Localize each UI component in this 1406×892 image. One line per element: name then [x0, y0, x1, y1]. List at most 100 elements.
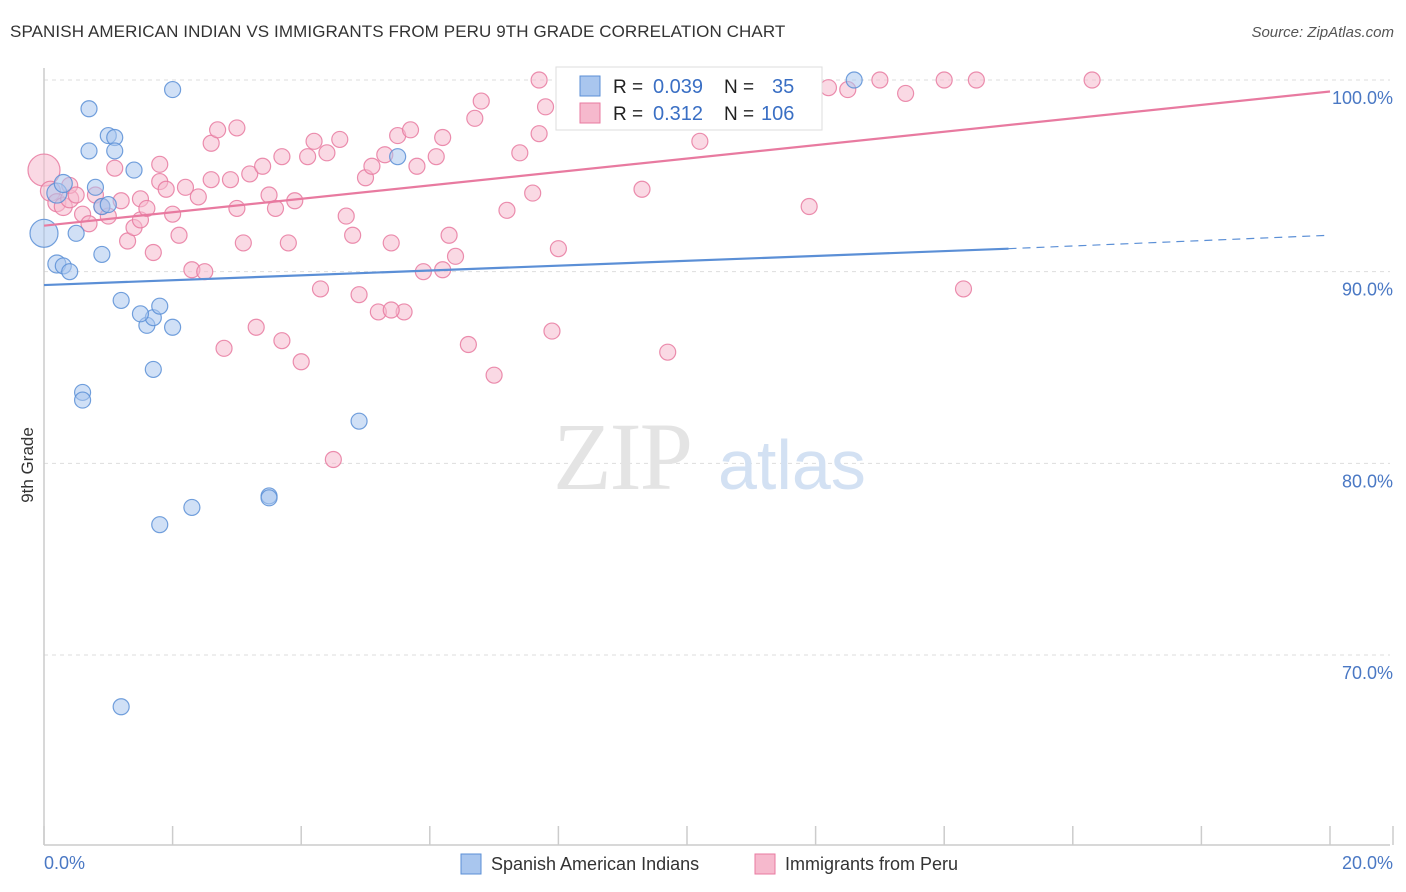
data-point — [86, 178, 105, 196]
data-point — [112, 291, 130, 310]
stats-legend: R = 0.039 N = 35 R = 0.312 N = 106 — [555, 66, 823, 131]
legend-label-blue: Spanish American Indians — [491, 854, 699, 874]
data-point — [1083, 71, 1101, 89]
grid-lines — [44, 79, 1390, 656]
data-point — [800, 197, 818, 216]
data-point — [241, 165, 259, 183]
data-point — [80, 142, 98, 160]
y-tick-label: 80.0% — [1342, 471, 1393, 491]
data-point — [247, 318, 265, 336]
data-point — [954, 280, 973, 298]
stats-r-label-0: R = — [613, 77, 643, 98]
data-point — [202, 171, 220, 189]
series-immigrants-from-peru — [27, 71, 1101, 469]
data-point — [382, 301, 400, 319]
watermark: ZIP — [553, 403, 691, 510]
legend-swatch-pink — [754, 853, 776, 875]
data-point — [164, 80, 182, 99]
data-point — [472, 92, 490, 110]
trend-line-blue-extension — [1008, 234, 1331, 250]
data-point — [215, 339, 233, 357]
data-point — [189, 188, 207, 206]
data-point — [350, 412, 368, 430]
axes — [43, 68, 1394, 846]
data-point — [935, 71, 953, 89]
data-point — [176, 178, 195, 196]
trend-lines — [43, 90, 1331, 287]
data-point — [144, 243, 162, 262]
data-point — [157, 180, 175, 198]
data-point — [382, 234, 400, 252]
x-tick-label: 0.0% — [44, 853, 85, 873]
data-point — [67, 186, 85, 204]
data-point — [524, 184, 542, 202]
data-point — [80, 100, 98, 118]
data-point — [691, 132, 709, 150]
data-point — [318, 144, 336, 162]
data-point — [292, 353, 310, 371]
data-point — [273, 332, 291, 350]
data-point — [344, 226, 362, 244]
data-point — [234, 234, 252, 252]
data-point — [511, 144, 529, 162]
data-point — [389, 148, 407, 166]
data-point — [254, 157, 272, 175]
data-point — [305, 132, 323, 150]
data-point — [29, 218, 59, 248]
data-point — [466, 109, 484, 127]
y-tick-label: 90.0% — [1342, 280, 1393, 300]
data-point — [144, 360, 162, 379]
data-point — [125, 161, 143, 179]
stats-n-label-1: N = — [724, 104, 754, 125]
data-point — [819, 79, 838, 97]
data-point — [871, 71, 889, 89]
data-point — [337, 207, 355, 225]
data-point — [73, 391, 92, 409]
data-point — [427, 148, 445, 166]
data-point — [67, 224, 85, 242]
data-point — [408, 157, 426, 175]
legend-label-pink: Immigrants from Peru — [785, 854, 958, 874]
data-point — [112, 698, 130, 716]
data-point — [228, 119, 246, 137]
data-point — [273, 148, 291, 166]
data-point — [221, 171, 240, 189]
stats-r-value-0: 0.039 — [653, 76, 703, 98]
watermark-atlas: atlas — [718, 426, 866, 504]
data-point — [446, 247, 465, 265]
data-point — [440, 226, 458, 244]
source-label: Source: ZipAtlas.com — [1251, 24, 1394, 41]
data-point — [549, 240, 568, 258]
data-point — [93, 245, 111, 264]
series-spanish-american-indians — [29, 71, 863, 716]
data-point — [61, 263, 79, 281]
stats-swatch-pink — [579, 102, 601, 124]
y-axis-title: 9th Grade — [18, 427, 37, 503]
data-point — [401, 121, 420, 139]
data-point — [151, 297, 169, 315]
stats-n-label-0: N = — [724, 77, 754, 98]
stats-n-value-0: 35 — [772, 76, 794, 98]
data-point — [53, 173, 73, 194]
trend-line-blue — [43, 247, 1009, 287]
series-legend: Spanish American Indians Immigrants from… — [460, 853, 958, 875]
data-point — [331, 130, 349, 149]
data-point — [260, 489, 278, 507]
data-point — [209, 121, 227, 139]
data-point — [99, 195, 117, 214]
chart-title: SPANISH AMERICAN INDIAN VS IMMIGRANTS FR… — [10, 22, 786, 41]
data-point — [299, 148, 317, 166]
stats-r-label-1: R = — [613, 104, 643, 125]
data-point — [164, 318, 182, 336]
data-point — [183, 498, 201, 517]
data-point — [164, 205, 182, 223]
data-point — [459, 335, 477, 354]
stats-n-value-1: 106 — [761, 103, 794, 125]
data-point — [324, 450, 342, 469]
data-point — [311, 280, 330, 298]
legend-swatch-blue — [460, 853, 482, 875]
y-tick-label: 70.0% — [1342, 663, 1393, 683]
data-point — [633, 180, 651, 198]
data-point — [897, 84, 915, 103]
